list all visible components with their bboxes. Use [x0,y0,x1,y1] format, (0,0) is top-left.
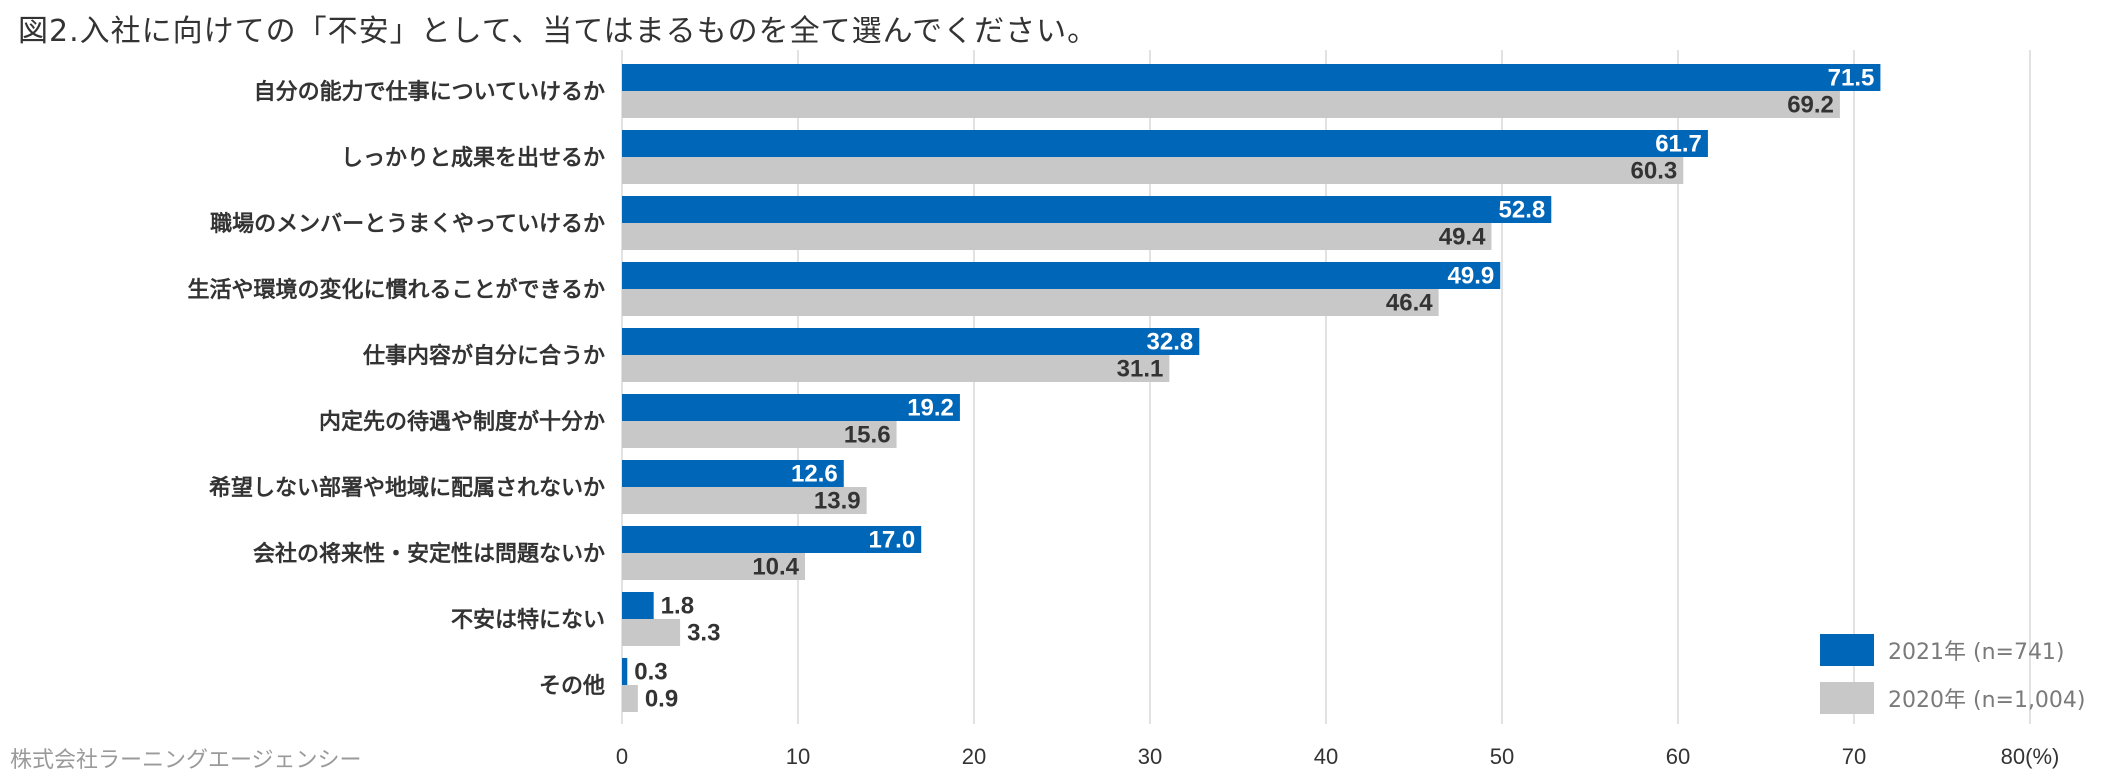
bar-2021 [622,328,1200,355]
bar-2021 [622,130,1708,157]
category-label: 会社の将来性・安定性は問題ないか [253,541,605,567]
category-label: その他 [539,674,605,699]
data-label-2020: 15.6 [844,422,891,449]
data-label-2021: 61.7 [1655,131,1702,158]
legend-swatch-2021 [1820,634,1874,666]
bar-2020 [622,685,638,712]
x-tick-label-40: 40 [1314,744,1338,769]
data-label-2020: 69.2 [1787,92,1834,119]
data-label-2021: 49.9 [1448,263,1495,290]
data-label-2020: 0.9 [645,686,678,713]
bar-2020 [622,421,897,448]
data-label-2020: 31.1 [1117,356,1164,383]
legend: 2021年 (n=741) 2020年 (n=1,004) [1820,626,2086,722]
x-tick-label-60: 60 [1666,744,1690,769]
x-tick-label-70: 70 [1842,744,1866,769]
data-label-2020: 49.4 [1439,224,1486,251]
x-tick-label-30: 30 [1138,744,1162,769]
legend-item-2020: 2020年 (n=1,004) [1820,674,2086,722]
data-label-2020: 10.4 [752,554,799,581]
bar-2021 [622,658,628,685]
legend-item-2021: 2021年 (n=741) [1820,626,2086,674]
bar-2021 [622,592,654,619]
data-label-2020: 3.3 [687,620,720,647]
bar-2020 [622,487,867,514]
category-label: 内定先の待遇や制度が十分か [319,409,605,435]
legend-swatch-2020 [1820,682,1874,714]
bar-2020 [622,355,1170,382]
data-label-2021: 17.0 [868,527,915,554]
category-label: 希望しない部署や地域に配属されないか [209,475,605,501]
bar-2020 [622,157,1684,184]
category-label: 不安は特にない [451,607,605,633]
bar-2020 [622,91,1840,118]
data-label-2020: 60.3 [1631,158,1678,185]
x-tick-label-0: 0 [616,744,628,769]
category-label: 仕事内容が自分に合うか [362,343,605,369]
legend-label-2021: 2021年 (n=741) [1888,640,2065,665]
bar-2021 [622,64,1881,91]
legend-label-2020: 2020年 (n=1,004) [1888,688,2086,713]
source-credit: 株式会社ラーニングエージェンシー [10,748,362,773]
category-label: 自分の能力で仕事についていけるか [254,79,605,105]
x-tick-label-50: 50 [1490,744,1514,769]
data-label-2021: 52.8 [1499,197,1546,224]
category-label: 生活や環境の変化に慣れることができるか [187,277,605,303]
data-label-2020: 46.4 [1386,290,1433,317]
bar-2020 [622,553,806,580]
data-label-2021: 32.8 [1147,329,1194,356]
bar-2020 [622,223,1492,250]
data-label-2021: 19.2 [907,395,954,422]
bar-2021 [622,196,1552,223]
x-tick-label-10: 10 [786,744,810,769]
category-label: 職場のメンバーとうまくやっていけるか [210,211,605,237]
bar-2021 [622,394,960,421]
bar-2020 [622,619,681,646]
data-label-2021: 1.8 [661,593,694,620]
data-label-2020: 13.9 [814,488,861,515]
bar-2021 [622,460,844,487]
bar-2021 [622,262,1501,289]
bar-2021 [622,526,922,553]
data-label-2021: 0.3 [634,659,667,686]
chart-title: 図2.入社に向けての「不安」として、当てはまるものを全て選んでください。 [18,14,1099,49]
data-label-2021: 71.5 [1828,65,1875,92]
x-tick-label-20: 20 [962,744,986,769]
bar-2020 [622,289,1439,316]
category-label: しっかりと成果を出せるか [341,146,605,171]
data-label-2021: 12.6 [791,461,838,488]
x-tick-label-80: 80(%) [2001,744,2060,769]
